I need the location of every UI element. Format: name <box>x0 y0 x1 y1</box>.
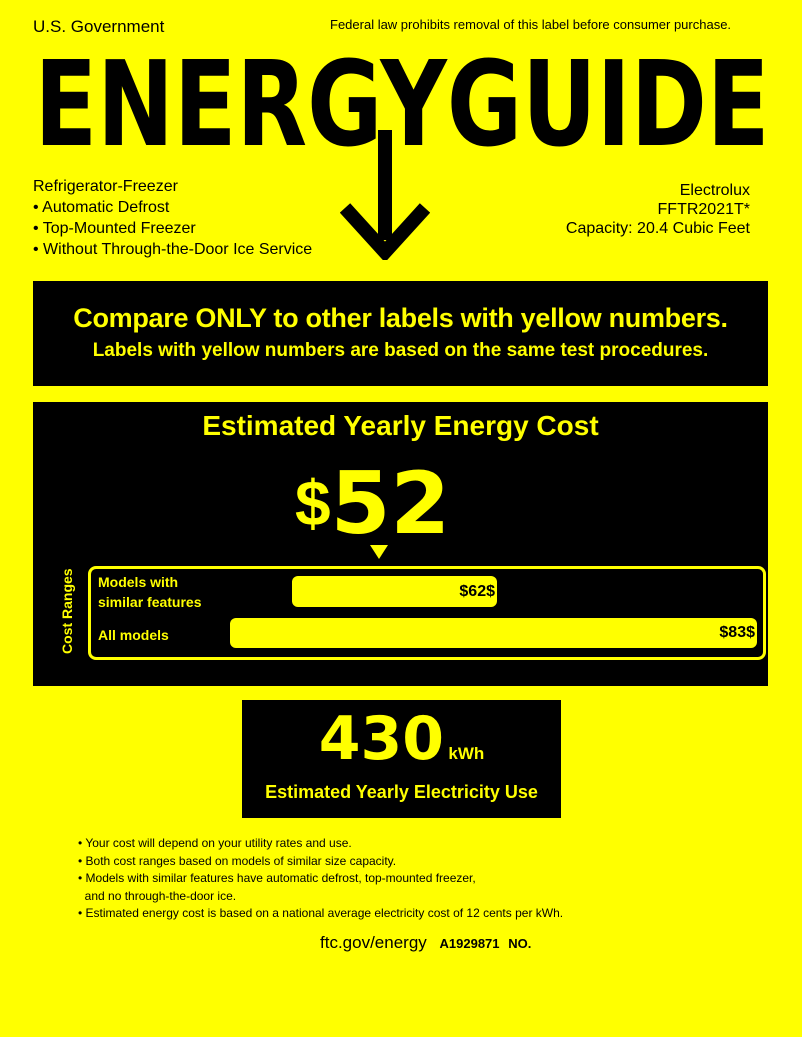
similar-high-value: $62 <box>459 583 487 600</box>
compare-line-2: Labels with yellow numbers are based on … <box>92 340 709 361</box>
similar-label-line: Models with <box>98 574 179 590</box>
footer: ftc.gov/energy A1929871 NO. <box>320 933 531 953</box>
label-code-suffix: NO. <box>508 936 532 951</box>
cost-pointer-icon <box>370 545 388 559</box>
note-item: • Estimated energy cost is based on a na… <box>78 906 564 920</box>
brand: Electrolux <box>679 182 750 199</box>
energy-cost-value: $52 <box>295 454 450 554</box>
arrow-down-icon <box>340 130 430 260</box>
cost-ranges-label: Cost Ranges <box>59 568 75 654</box>
note-item: and no through-the-door ice. <box>78 888 237 903</box>
all-models-range-bar: $83$ <box>230 618 757 648</box>
all-high-tail: $ <box>746 624 755 641</box>
note-item: • Your cost will depend on your utility … <box>78 836 352 850</box>
product-info: Electrolux FFTR2021T* Capacity: 20.4 Cub… <box>566 181 750 238</box>
logo-text: ENERGYGUIDE <box>35 40 770 160</box>
model-number: FFTR2021T* <box>657 201 750 218</box>
energy-cost-box: Estimated Yearly Energy Cost $52 Cost Ra… <box>33 402 768 686</box>
energyguide-logo: ENERGYGUIDE <box>35 40 770 160</box>
electricity-use-box: 430 kWh Estimated Yearly Electricity Use <box>242 700 561 818</box>
compare-line-1: Compare ONLY to other labels with yellow… <box>73 303 728 333</box>
similar-label-line: similar features <box>98 594 202 610</box>
government-label: U.S. Government <box>33 17 165 36</box>
product-type: Refrigerator-Freezer <box>33 178 178 195</box>
currency-symbol: $ <box>295 467 331 539</box>
label-code: A1929871 <box>439 936 500 951</box>
energy-cost-title: Estimated Yearly Energy Cost <box>202 410 599 441</box>
kwh-unit: kWh <box>448 744 485 763</box>
all-models-label: All models <box>98 627 169 643</box>
similar-high-tail: $ <box>486 583 495 600</box>
product-features: Refrigerator-Freezer • Automatic Defrost… <box>33 176 312 260</box>
feature-item: • Without Through-the-Door Ice Service <box>33 241 313 258</box>
cost-number: 52 <box>330 454 451 554</box>
compare-notice-box: Compare ONLY to other labels with yellow… <box>33 281 768 386</box>
feature-item: • Top-Mounted Freezer <box>33 220 196 237</box>
feature-item: • Automatic Defrost <box>33 199 170 216</box>
all-high-value: $83 <box>719 624 747 641</box>
electricity-label: Estimated Yearly Electricity Use <box>265 782 538 802</box>
federal-notice: Federal law prohibits removal of this la… <box>330 17 732 32</box>
notes-list: • Your cost will depend on your utility … <box>78 835 563 923</box>
similar-models-range-bar: $62$ <box>292 576 497 607</box>
cost-ranges-frame: Models with similar features $62$ All mo… <box>88 566 766 660</box>
kwh-number: 430 <box>318 704 444 774</box>
note-item: • Models with similar features have auto… <box>78 871 476 885</box>
note-item: • Both cost ranges based on models of si… <box>78 853 397 868</box>
capacity: Capacity: 20.4 Cubic Feet <box>565 220 750 237</box>
electricity-value: 430 kWh <box>242 704 561 774</box>
ftc-url: ftc.gov/energy <box>320 933 427 952</box>
similar-models-label: Models with similar features <box>98 572 202 612</box>
